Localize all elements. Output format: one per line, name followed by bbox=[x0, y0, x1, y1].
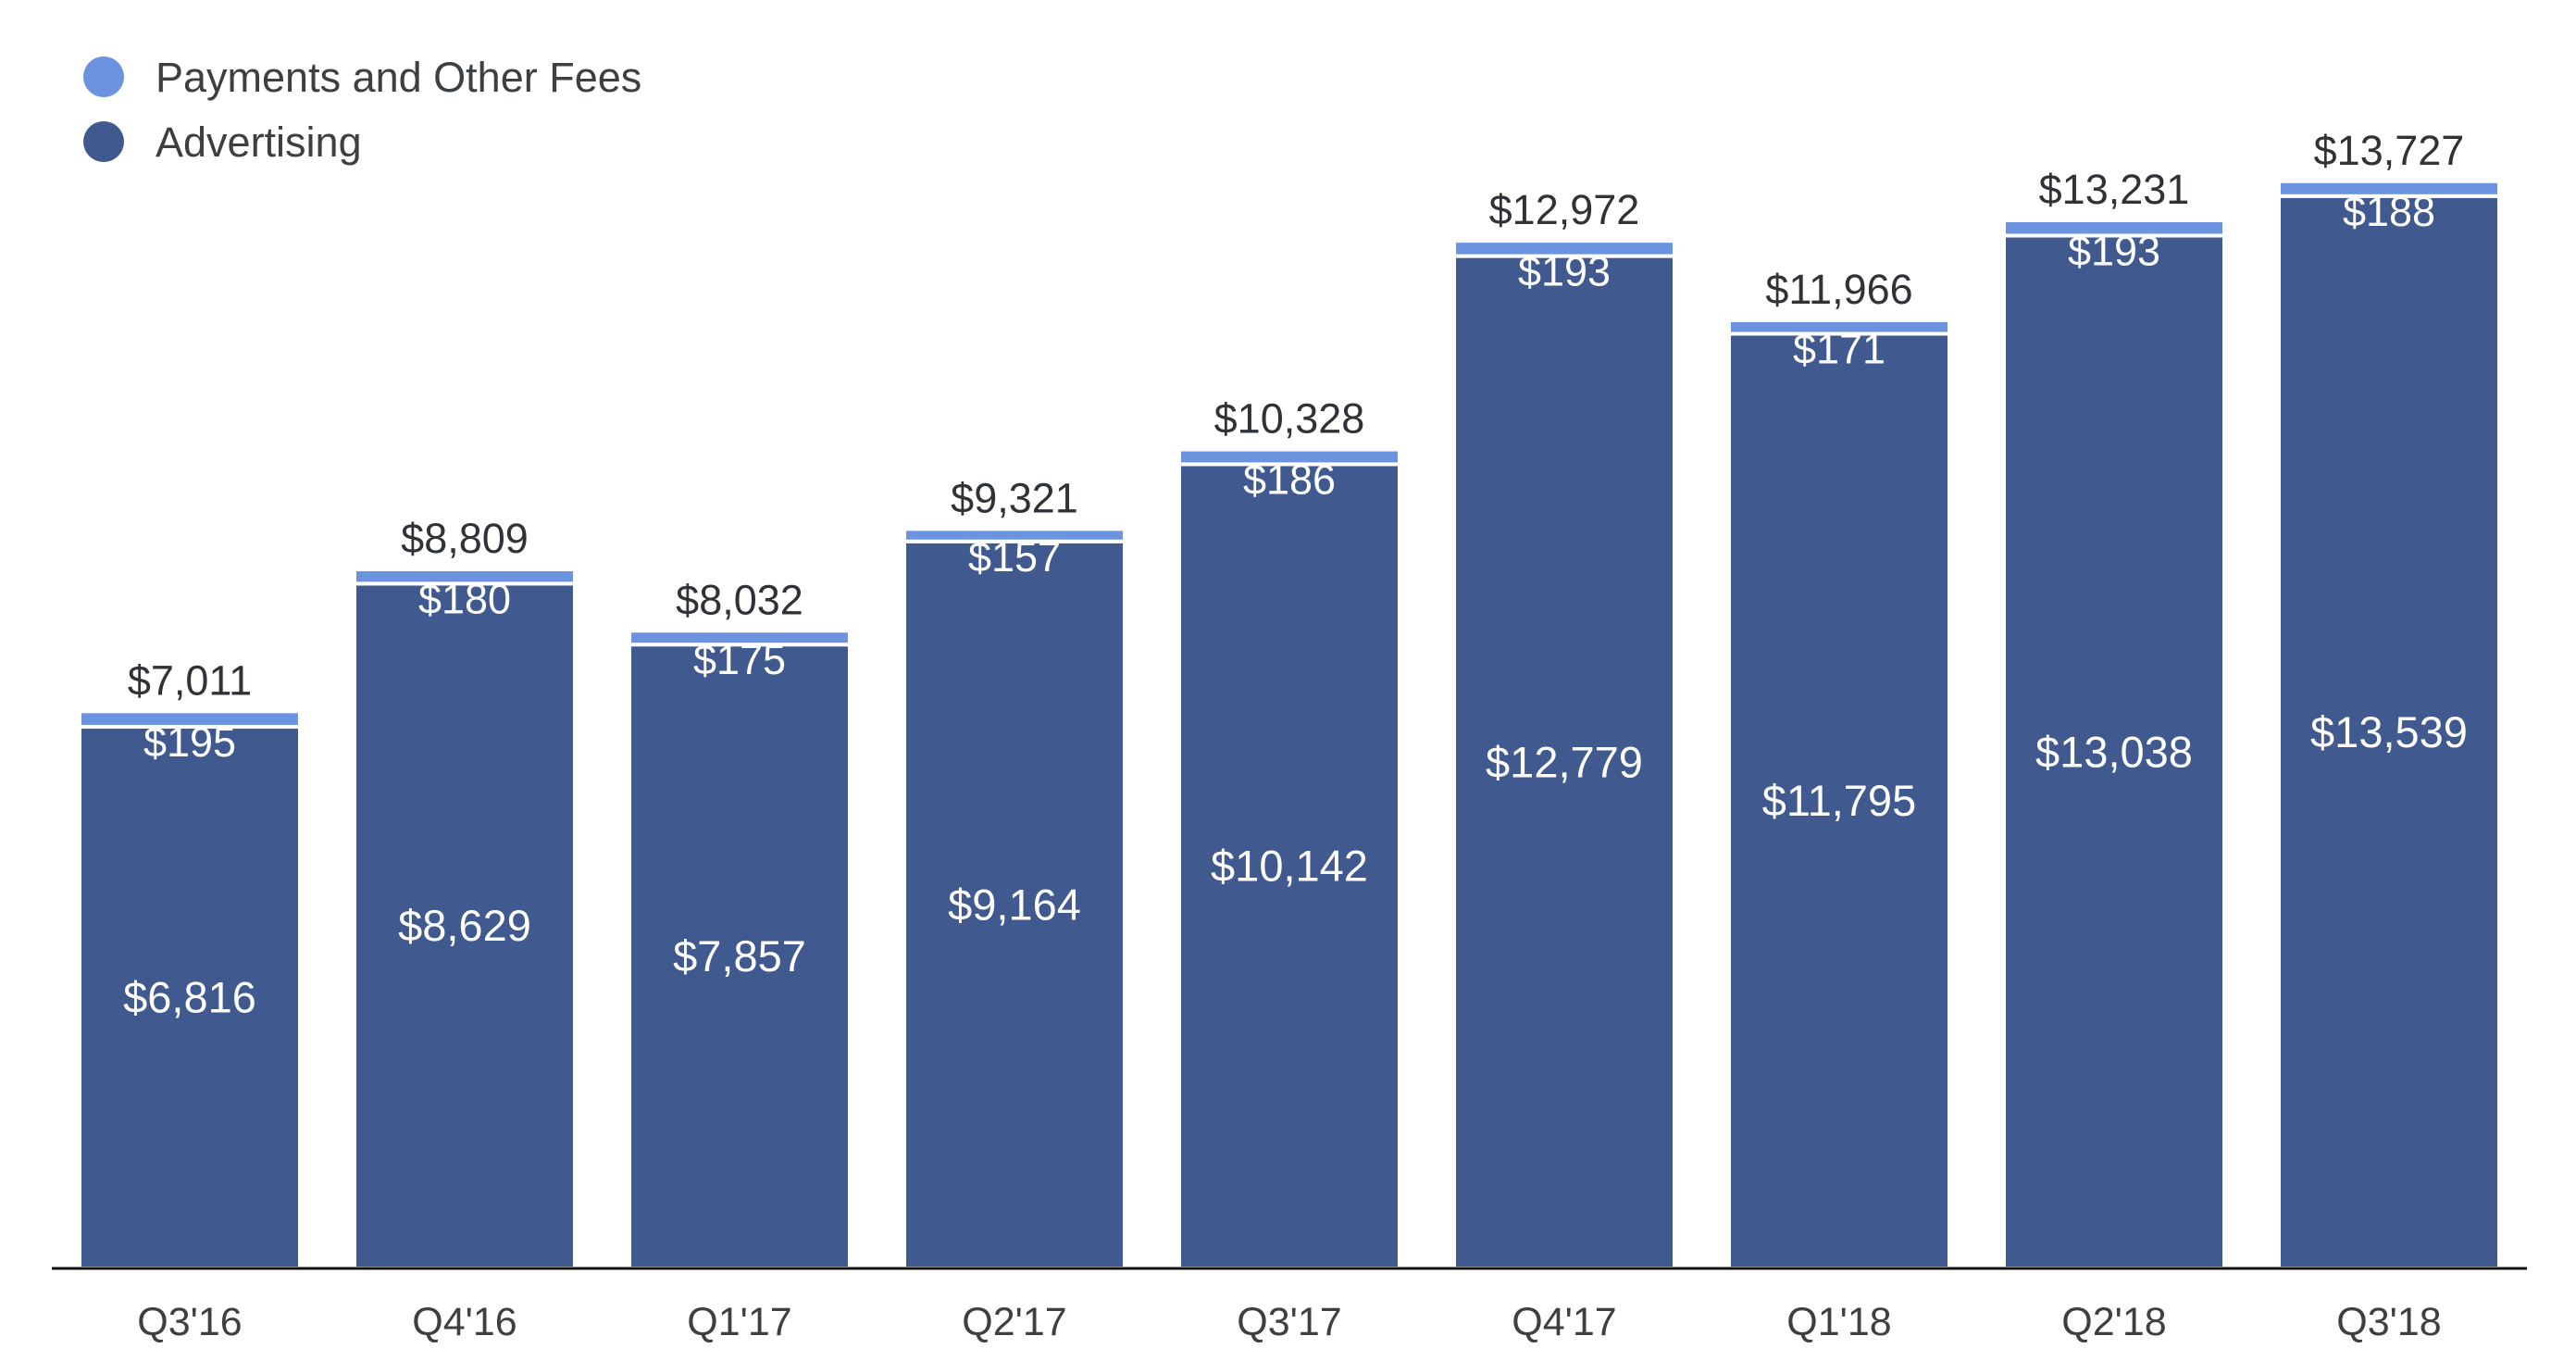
bar-advertising bbox=[2006, 237, 2222, 1267]
bar-payments-fees bbox=[631, 632, 848, 643]
fees-data-label: $193 bbox=[1518, 248, 1611, 295]
bar-advertising bbox=[906, 543, 1123, 1267]
advertising-data-label: $10,142 bbox=[1211, 842, 1368, 891]
advertising-data-label: $13,539 bbox=[2310, 707, 2468, 756]
advertising-data-label: $8,629 bbox=[398, 901, 531, 950]
total-label: $13,231 bbox=[2039, 166, 2190, 213]
advertising-data-label: $7,857 bbox=[673, 931, 806, 980]
bar-advertising bbox=[356, 585, 573, 1267]
fees-data-label: $188 bbox=[2343, 188, 2435, 235]
fees-data-label: $175 bbox=[693, 636, 786, 683]
total-label: $9,321 bbox=[951, 474, 1078, 521]
fees-data-label: $193 bbox=[2068, 228, 2160, 275]
advertising-data-label: $6,816 bbox=[123, 972, 256, 1021]
bar-separator bbox=[631, 643, 848, 647]
bar-payments-fees bbox=[906, 531, 1123, 540]
x-tick-label: Q1'17 bbox=[687, 1300, 791, 1344]
bar-advertising bbox=[1456, 257, 1673, 1267]
bar-advertising bbox=[1731, 335, 1948, 1267]
x-tick-label: Q4'16 bbox=[412, 1300, 516, 1344]
bar-payments-fees bbox=[1731, 321, 1948, 332]
bar-separator bbox=[2006, 233, 2222, 238]
advertising-data-label: $13,038 bbox=[2035, 727, 2193, 776]
total-label: $10,328 bbox=[1214, 395, 1365, 443]
total-label: $11,966 bbox=[1765, 266, 1912, 313]
bar-advertising bbox=[2281, 197, 2497, 1267]
bar-separator bbox=[1456, 254, 1673, 258]
total-label: $7,011 bbox=[128, 656, 252, 704]
bar-separator bbox=[356, 581, 573, 586]
bar-payments-fees bbox=[356, 571, 573, 582]
bar-payments-fees bbox=[1456, 243, 1673, 255]
x-tick-label: Q3'18 bbox=[2336, 1300, 2441, 1344]
x-tick-label: Q2'18 bbox=[2061, 1300, 2166, 1344]
bar-separator bbox=[1731, 331, 1948, 336]
chart-legend: Payments and Other Fees Advertising bbox=[83, 44, 641, 174]
total-label: $13,727 bbox=[2314, 127, 2465, 174]
advertising-data-label: $12,779 bbox=[1486, 737, 1643, 786]
legend-item-payments: Payments and Other Fees bbox=[83, 44, 641, 109]
bar-advertising bbox=[81, 728, 298, 1267]
bar-payments-fees bbox=[2006, 222, 2222, 234]
bar-separator bbox=[2281, 194, 2497, 198]
total-label: $8,032 bbox=[676, 576, 803, 623]
fees-data-label: $171 bbox=[1793, 325, 1885, 372]
x-tick-label: Q3'16 bbox=[137, 1300, 242, 1344]
x-tick-label: Q2'17 bbox=[962, 1300, 1066, 1344]
bar-payments-fees bbox=[1181, 451, 1398, 463]
x-tick-label: Q1'18 bbox=[1786, 1300, 1891, 1344]
advertising-data-label: $9,164 bbox=[948, 880, 1081, 929]
fees-data-label: $186 bbox=[1243, 456, 1336, 503]
bar-separator bbox=[906, 539, 1123, 543]
bar-advertising bbox=[631, 646, 848, 1267]
bar-advertising bbox=[1181, 466, 1398, 1267]
legend-swatch-payments bbox=[83, 56, 124, 97]
legend-swatch-advertising bbox=[83, 121, 124, 162]
bar-payments-fees bbox=[2281, 182, 2497, 194]
advertising-data-label: $11,795 bbox=[1762, 776, 1916, 825]
fees-data-label: $180 bbox=[418, 575, 511, 622]
total-label: $12,972 bbox=[1489, 186, 1640, 233]
legend-item-advertising: Advertising bbox=[83, 109, 641, 174]
bar-payments-fees bbox=[81, 713, 298, 725]
legend-label-payments: Payments and Other Fees bbox=[156, 53, 642, 101]
total-label: $8,809 bbox=[401, 515, 529, 562]
legend-label-advertising: Advertising bbox=[156, 118, 362, 166]
fees-data-label: $195 bbox=[143, 718, 236, 766]
x-tick-label: Q4'17 bbox=[1512, 1300, 1616, 1344]
bar-separator bbox=[81, 724, 298, 729]
x-tick-label: Q3'17 bbox=[1237, 1300, 1341, 1344]
fees-data-label: $157 bbox=[968, 533, 1061, 581]
bar-separator bbox=[1181, 462, 1398, 467]
